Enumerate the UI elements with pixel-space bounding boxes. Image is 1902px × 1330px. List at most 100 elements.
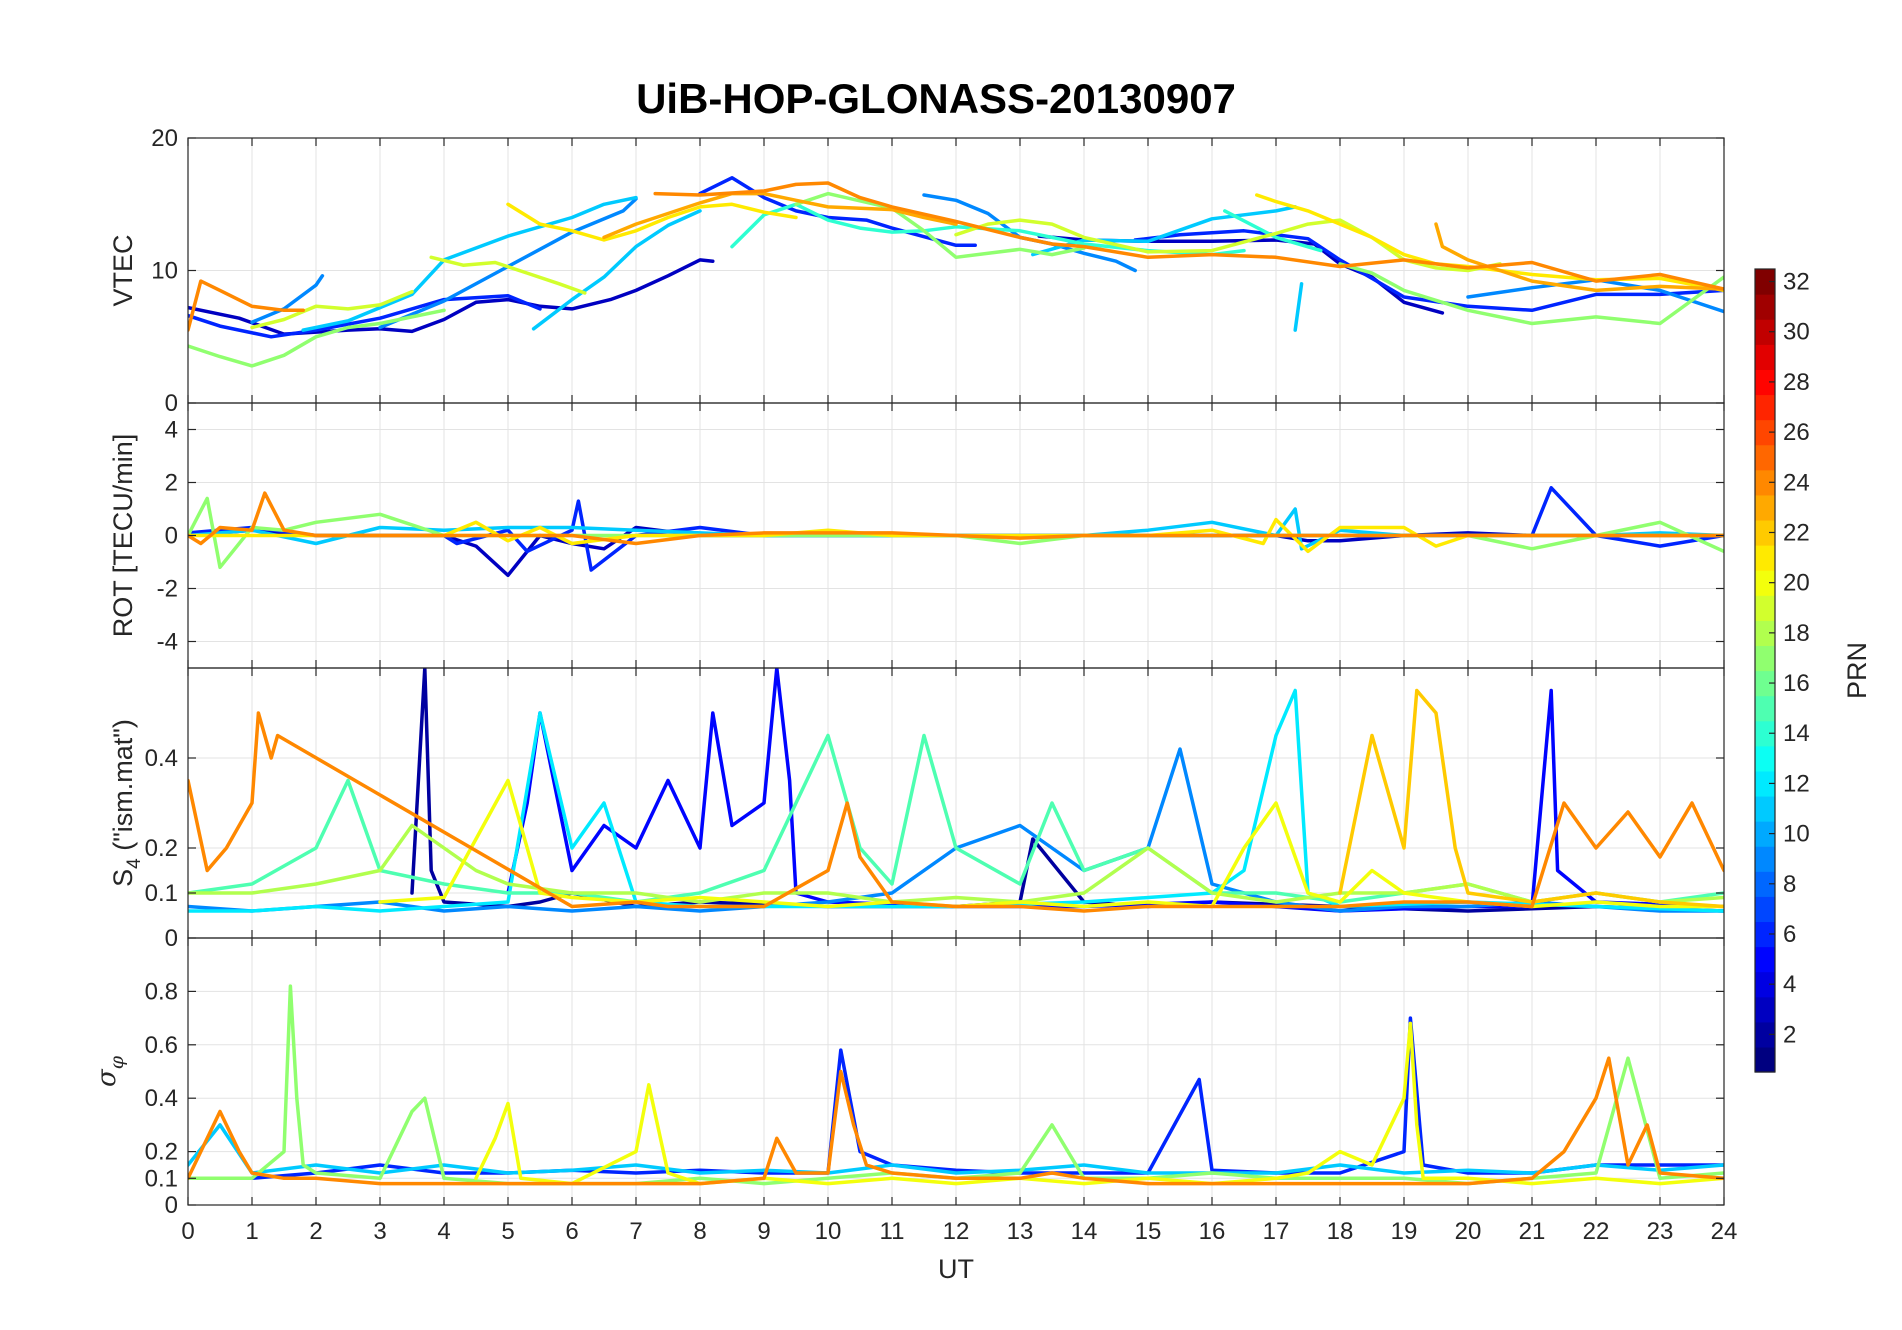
vtec-series-prn-6 xyxy=(188,293,542,339)
s4-y-tick-label: 0.1 xyxy=(145,880,178,907)
sigma-y-tick-label: 0 xyxy=(165,1192,178,1219)
colorbar-swatch xyxy=(1755,344,1775,370)
colorbar-swatch xyxy=(1755,269,1775,295)
sigma-y-tick-label: 0.8 xyxy=(145,978,178,1005)
vtec-series-prn-19 xyxy=(250,289,414,330)
x-tick-label: 13 xyxy=(1007,1218,1034,1245)
vtec-y-axis-label: VTEC xyxy=(108,234,138,306)
colorbar-swatch xyxy=(1755,469,1775,496)
x-tick-label: 4 xyxy=(437,1218,450,1245)
s4-series-prn-9 xyxy=(188,747,1724,913)
panel-s4: 0 0.1 0.2 0.4S4 ("ism.mat") xyxy=(108,667,1725,952)
vtec-series-prn-19 xyxy=(954,218,1502,273)
s4-y-tick-label: 0.4 xyxy=(145,745,178,772)
colorbar-swatch xyxy=(1755,871,1775,897)
rot-y-tick-label: -2 xyxy=(157,576,178,603)
vtec-series-prn-23 xyxy=(1434,222,1724,293)
sigma-y-tick-label: 0.4 xyxy=(145,1085,178,1112)
colorbar-tick-label: 22 xyxy=(1783,519,1810,546)
sigma-y-axis-label: σφ xyxy=(92,1055,128,1087)
vtec-series-prn-11 xyxy=(1293,282,1304,332)
x-tick-label: 0 xyxy=(181,1218,194,1245)
rot-y-tick-label: 0 xyxy=(165,523,178,550)
colorbar-swatch xyxy=(1755,846,1775,872)
vtec-series-prn-24 xyxy=(653,181,1724,291)
x-tick-label: 24 xyxy=(1711,1218,1738,1245)
x-tick-label: 15 xyxy=(1135,1218,1162,1245)
x-tick-label: 16 xyxy=(1199,1218,1226,1245)
vtec-series-prn-17 xyxy=(188,308,446,368)
colorbar-tick-label: 4 xyxy=(1783,971,1796,998)
colorbar-tick-label: 8 xyxy=(1783,871,1796,898)
colorbar-swatch xyxy=(1755,770,1775,797)
s4-series-prn-24 xyxy=(188,711,1724,913)
x-tick-label: 11 xyxy=(880,1218,905,1245)
colorbar-swatch xyxy=(1755,720,1775,747)
colorbar-swatch xyxy=(1755,294,1775,320)
colorbar-tick-label: 16 xyxy=(1783,670,1810,697)
rot-y-axis-label: ROT [TECU/min] xyxy=(108,434,138,638)
vtec-traces xyxy=(188,176,1724,368)
colorbar-swatch xyxy=(1755,595,1775,621)
x-tick-label: 7 xyxy=(629,1218,642,1245)
colorbar-swatch xyxy=(1755,921,1775,948)
sigma-series-prn-11 xyxy=(188,1123,1724,1175)
x-tick-label: 19 xyxy=(1391,1218,1418,1245)
s4-y-axis-label: S4 ("ism.mat") xyxy=(108,719,145,887)
colorbar-swatch xyxy=(1755,494,1775,521)
vtec-series-prn-19 xyxy=(429,255,587,295)
vtec-series-prn-17 xyxy=(794,191,1086,260)
colorbar-tick-label: 2 xyxy=(1783,1021,1796,1048)
vtec-series-prn-9 xyxy=(250,274,325,324)
rot-traces xyxy=(188,486,1724,578)
vtec-series-prn-3 xyxy=(188,258,715,336)
x-tick-label: 20 xyxy=(1455,1218,1482,1245)
x-tick-label: 5 xyxy=(501,1218,514,1245)
sigma-y-tick-label: 0.6 xyxy=(145,1032,178,1059)
sigma-y-tick-label: 0.2 xyxy=(145,1139,178,1166)
rot-series-prn-24 xyxy=(188,491,1724,546)
x-tick-label: 3 xyxy=(373,1218,386,1245)
colorbar-tick-label: 18 xyxy=(1783,620,1810,647)
colorbar-swatch xyxy=(1755,795,1775,822)
colorbar-swatch xyxy=(1755,670,1775,697)
vtec-series-prn-11 xyxy=(301,195,638,332)
x-tick-label: 12 xyxy=(943,1218,970,1245)
s4-traces xyxy=(188,668,1724,913)
x-tick-label: 21 xyxy=(1519,1218,1546,1245)
x-tick-label: 10 xyxy=(815,1218,842,1245)
x-tick-label: 14 xyxy=(1071,1218,1098,1245)
colorbar-frame xyxy=(1754,268,1776,1073)
colorbar-tick-label: 12 xyxy=(1783,770,1810,797)
colorbar-tick-label: 30 xyxy=(1783,319,1810,346)
vtec-series-prn-6 xyxy=(1133,229,1724,313)
colorbar-swatch xyxy=(1755,695,1775,722)
colorbar-swatch xyxy=(1755,394,1775,421)
vtec-series-prn-24 xyxy=(188,279,305,332)
x-tick-label: 9 xyxy=(757,1218,770,1245)
sigma-traces xyxy=(188,984,1724,1186)
sigma-y-tick-label: 0.1 xyxy=(145,1165,178,1192)
colorbar-swatch xyxy=(1755,419,1775,446)
colorbar-tick-label: 24 xyxy=(1783,469,1810,496)
colorbar-swatch xyxy=(1755,645,1775,672)
colorbar-swatch xyxy=(1755,821,1775,847)
colorbar-swatch xyxy=(1755,1021,1775,1048)
s4-y-tick-label: 0 xyxy=(165,925,178,952)
chart-title: UiB-HOP-GLONASS-20130907 xyxy=(636,75,1236,122)
colorbar-tick-label: 26 xyxy=(1783,419,1810,446)
colorbar-swatch xyxy=(1755,946,1775,973)
vtec-y-tick-label: 20 xyxy=(151,125,178,152)
colorbar-swatch xyxy=(1755,444,1775,471)
colorbar-swatch xyxy=(1755,971,1775,998)
vtec-series-prn-9 xyxy=(378,197,638,330)
colorbar-tick-label: 28 xyxy=(1783,369,1810,396)
sigma-series-prn-17 xyxy=(188,984,1724,1186)
colorbar-swatch xyxy=(1755,319,1775,345)
colorbar-swatch xyxy=(1755,519,1775,546)
x-tick-label: 1 xyxy=(245,1218,258,1245)
